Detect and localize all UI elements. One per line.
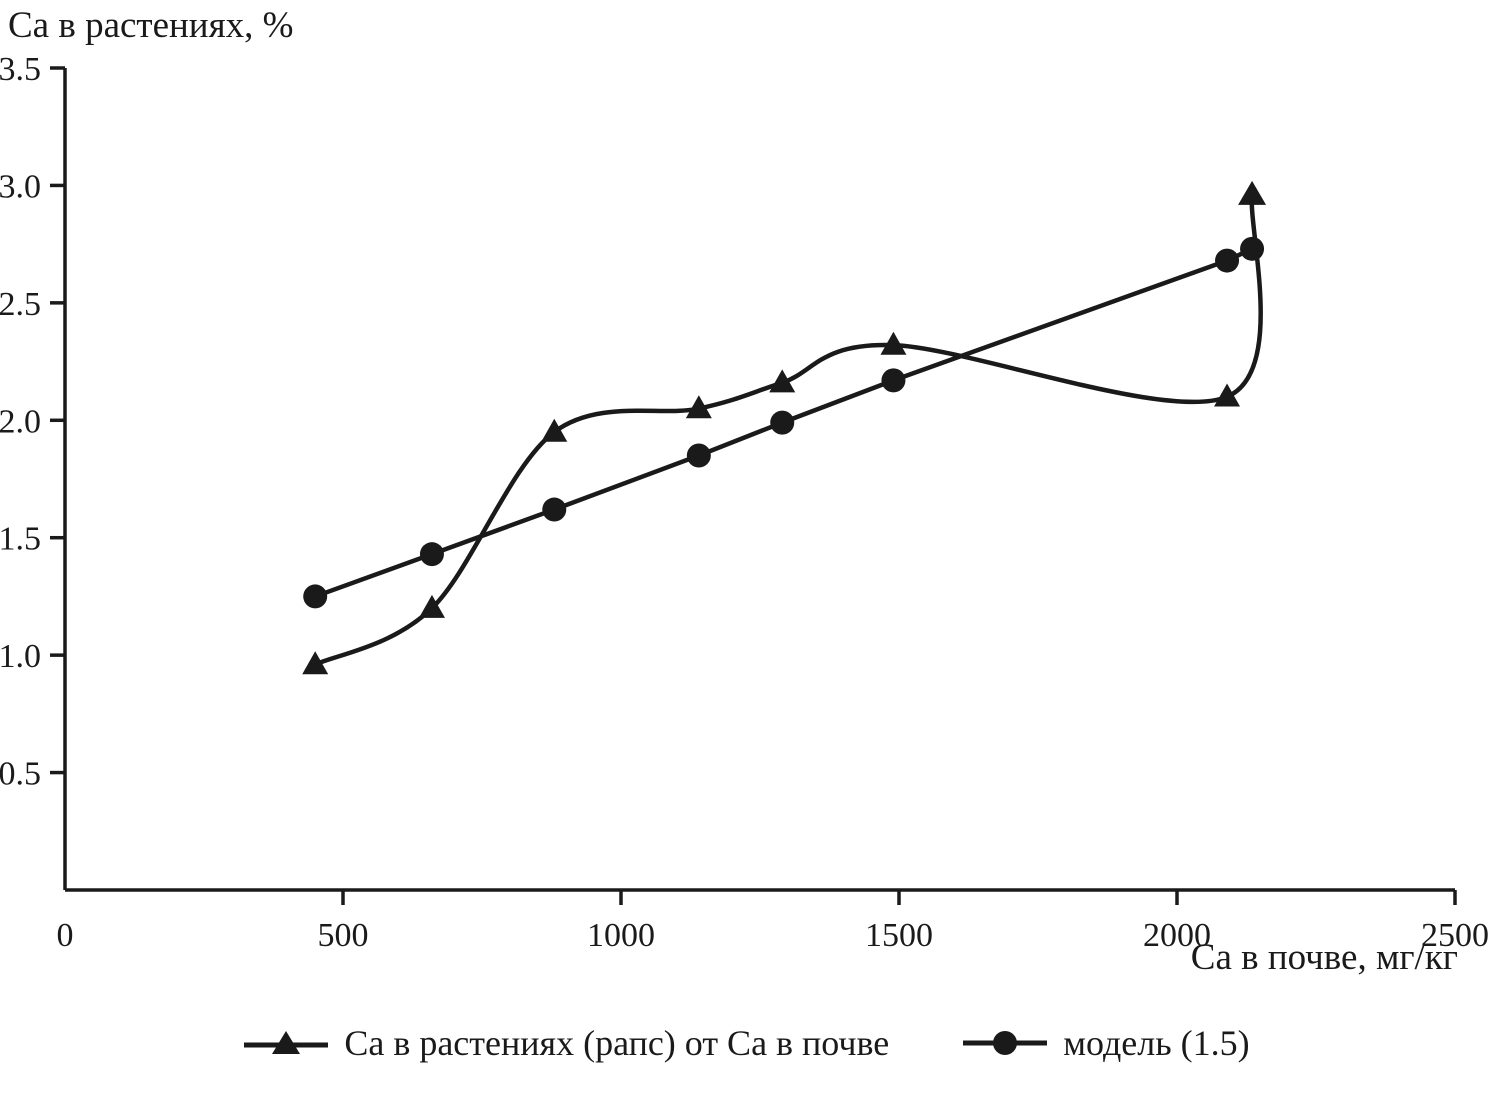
- y-tick-label: 2.5: [0, 286, 41, 323]
- x-tick-label: 0: [57, 917, 74, 954]
- legend-item-model: модель (1.5): [961, 1022, 1250, 1064]
- y-tick-label: 1.0: [0, 638, 41, 675]
- y-tick-label: 3.5: [0, 51, 41, 88]
- triangle-marker: [685, 395, 712, 419]
- plot-area: 0.5 1.0 1.5 2.0 2.5 3.0 3.5 0 500 1000 1500 2000 250…: [0, 51, 1489, 954]
- legend-label-plants: Са в растениях (рапс) от Са в почве: [344, 1023, 890, 1063]
- triangle-marker: [769, 369, 796, 393]
- x-tick-label: 1500: [865, 917, 933, 954]
- y-tick-label: 2.0: [0, 403, 41, 440]
- circle-marker: [881, 368, 906, 393]
- legend-label-model: модель (1.5): [1063, 1023, 1250, 1063]
- triangle-marker: [1214, 383, 1241, 407]
- y-tick-label: 3.0: [0, 168, 41, 205]
- y-tick-label: 0.5: [0, 756, 41, 793]
- circle-marker: [542, 497, 567, 522]
- x-axis-title: Са в почве, мг/кг: [1190, 937, 1458, 978]
- series-line-1: [312, 246, 1255, 599]
- x-tick-label: 1000: [587, 917, 655, 954]
- legend-item-plants: Са в растениях (рапс) от Са в почве: [242, 1022, 889, 1064]
- x-tick-label: 2500: [1421, 917, 1489, 954]
- triangle-marker: [880, 331, 907, 355]
- y-tick-label: 1.5: [0, 521, 41, 558]
- legend: Са в растениях (рапс) от Са в почве моде…: [0, 1022, 1492, 1064]
- triangle-marker: [418, 594, 445, 618]
- arrow-up-marker: [1238, 180, 1267, 205]
- circle-marker-icon: [963, 1031, 1048, 1055]
- circle-marker: [1215, 248, 1240, 273]
- circle-marker: [770, 410, 795, 435]
- y-axis-title: Са в растениях, %: [8, 5, 294, 46]
- circle-marker: [303, 584, 328, 609]
- triangle-marker: [541, 418, 568, 442]
- circle-marker: [1240, 236, 1265, 261]
- triangle-marker-icon: [244, 1031, 329, 1054]
- x-tick-label: 2000: [1143, 917, 1211, 954]
- triangle-marker: [302, 651, 329, 675]
- circle-marker: [419, 542, 444, 567]
- circle-marker: [686, 443, 711, 468]
- x-tick-label: 500: [318, 917, 369, 954]
